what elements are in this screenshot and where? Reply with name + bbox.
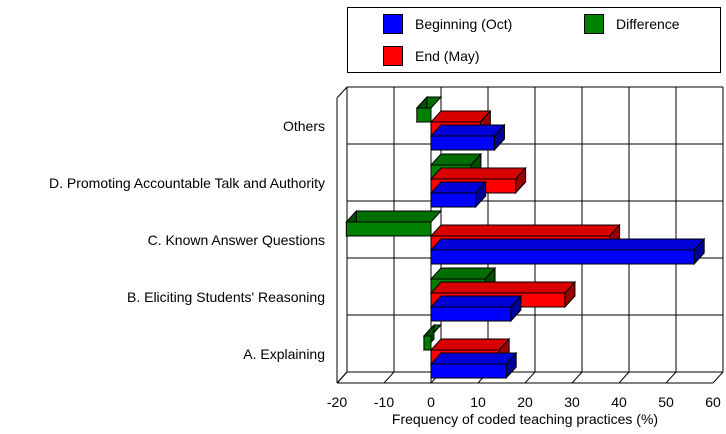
category-label: B. Eliciting Students' Reasoning xyxy=(126,288,325,305)
bar xyxy=(415,95,443,124)
bar-top-face xyxy=(429,238,706,251)
bar-front-face xyxy=(423,335,432,351)
x-tick-label: 30 xyxy=(564,394,580,410)
bar-top-face xyxy=(429,281,577,294)
bar-top-face xyxy=(429,167,527,180)
bar xyxy=(429,294,523,323)
bar-top-face xyxy=(429,338,511,351)
bar xyxy=(345,209,443,238)
bar-top-face xyxy=(429,124,506,137)
bar-top-face xyxy=(429,267,497,280)
x-tick-label: 20 xyxy=(517,394,533,410)
bars xyxy=(345,95,706,380)
legend-item-end: End (May) xyxy=(383,46,480,66)
floor-depth-line xyxy=(383,371,395,384)
legend-item-difference: Difference xyxy=(584,14,680,34)
legend-swatch-difference xyxy=(584,14,604,34)
floor-depth-line xyxy=(571,371,583,384)
bar-front-face xyxy=(430,135,495,151)
bar-top-face xyxy=(429,295,523,308)
legend: Beginning (Oct) Difference End (May) xyxy=(347,7,721,73)
legend-label-difference: Difference xyxy=(616,16,680,32)
x-axis-title: Frequency of coded teaching practices (%… xyxy=(391,411,659,427)
x-tick-label: 40 xyxy=(611,394,627,410)
x-tick-label: -10 xyxy=(373,394,395,410)
bar-front-face xyxy=(416,107,432,123)
legend-swatch-end xyxy=(383,46,403,66)
bar-front-face xyxy=(430,363,507,379)
legend-swatch-beginning xyxy=(383,14,403,34)
bar-top-face xyxy=(429,224,621,237)
bar-top-face xyxy=(345,210,443,223)
bar xyxy=(422,323,443,352)
bar-front-face xyxy=(430,249,695,265)
bar xyxy=(429,180,487,209)
floor-depth-line xyxy=(336,371,348,384)
legend-label-beginning: Beginning (Oct) xyxy=(415,16,513,32)
bar xyxy=(429,351,518,380)
floor-depth-line xyxy=(712,371,724,384)
bar xyxy=(429,123,506,152)
top-depth-edge xyxy=(336,86,348,99)
bar xyxy=(429,237,706,266)
floor-depth-line xyxy=(524,371,536,384)
category-label: D. Promoting Accountable Talk and Author… xyxy=(48,174,325,191)
category-label: A. Explaining xyxy=(243,345,325,362)
category-label: C. Known Answer Questions xyxy=(147,231,325,248)
x-tick-label: 10 xyxy=(470,394,486,410)
legend-item-beginning: Beginning (Oct) xyxy=(383,14,512,34)
x-tick-label: 50 xyxy=(658,394,674,410)
floor-depth-line xyxy=(618,371,630,384)
x-tick-label: 0 xyxy=(427,394,435,410)
bar-top-face xyxy=(429,352,518,365)
category-label: Others xyxy=(282,117,325,134)
floor-depth-line xyxy=(665,371,677,384)
bar-front-face xyxy=(345,221,432,237)
bar-front-face xyxy=(430,192,477,208)
bar-front-face xyxy=(430,306,512,322)
x-tick-label: 60 xyxy=(705,394,721,410)
x-tick-label: -20 xyxy=(326,394,348,410)
legend-label-end: End (May) xyxy=(415,48,480,64)
